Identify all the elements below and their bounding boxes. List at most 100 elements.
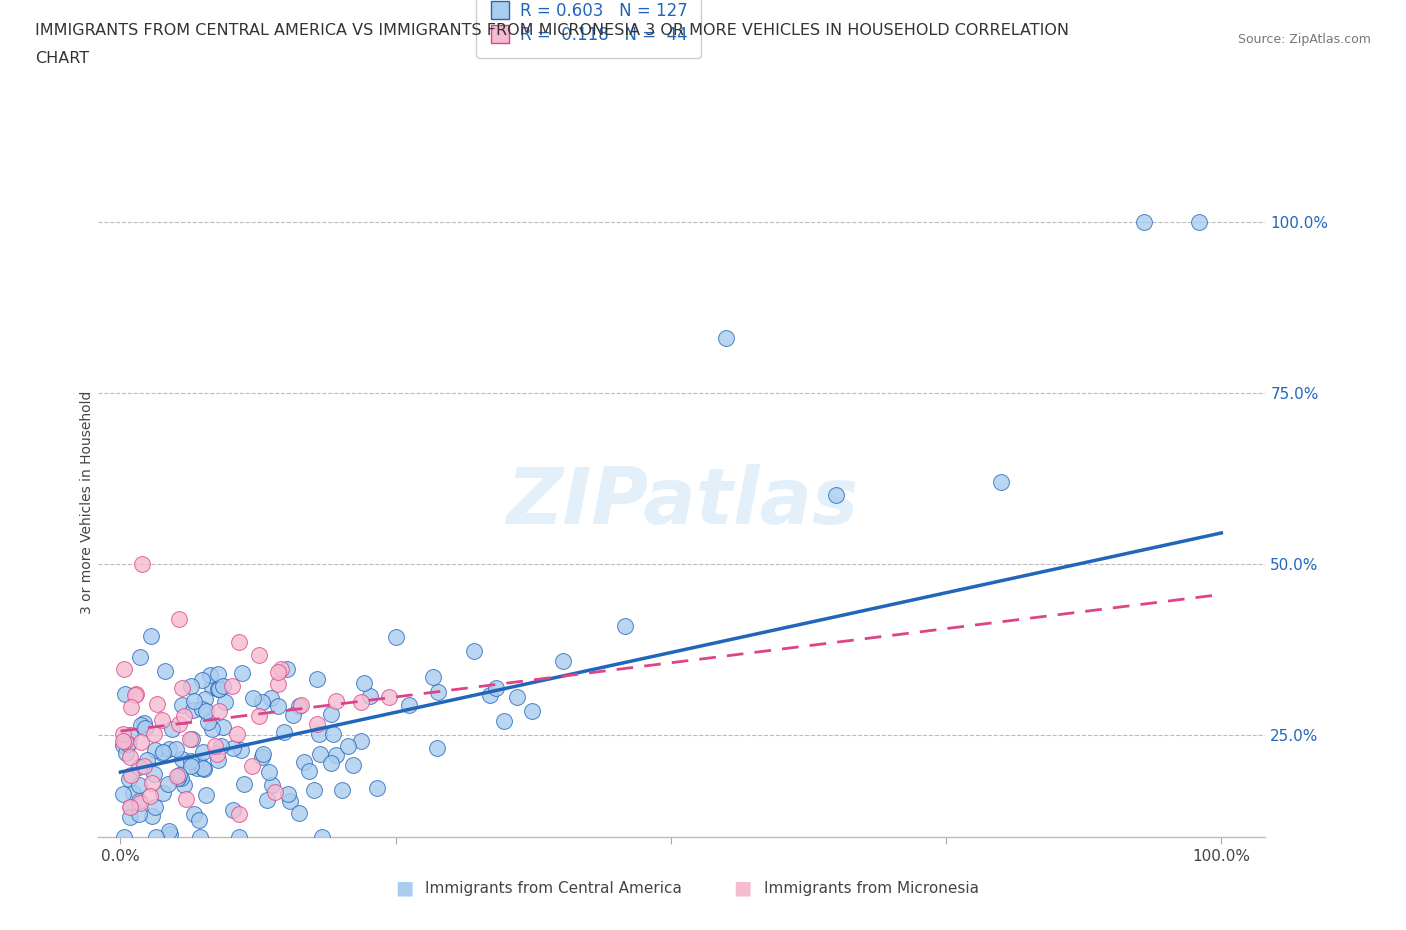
- Point: [242, 690, 264, 705]
- Point: [145, 830, 167, 844]
- Point: [342, 757, 364, 772]
- Point: [188, 758, 211, 773]
- Point: [211, 720, 233, 735]
- Point: [231, 742, 253, 757]
- Point: [180, 753, 202, 768]
- Point: [520, 703, 543, 718]
- Point: [426, 740, 449, 755]
- Point: [190, 673, 212, 688]
- Point: [150, 745, 173, 760]
- Point: [426, 684, 449, 699]
- Point: [120, 767, 142, 782]
- Point: [257, 764, 280, 779]
- Y-axis label: 3 or more Vehicles in Household: 3 or more Vehicles in Household: [80, 391, 94, 614]
- Point: [252, 747, 274, 762]
- Point: [159, 826, 181, 841]
- Point: [273, 724, 295, 739]
- Point: [131, 735, 153, 750]
- Text: ■: ■: [734, 879, 752, 897]
- Point: [191, 745, 214, 760]
- Text: Immigrants from Central America: Immigrants from Central America: [425, 881, 682, 896]
- Point: [250, 695, 273, 710]
- Point: [194, 704, 217, 719]
- Point: [128, 793, 150, 808]
- Point: [191, 760, 214, 775]
- Point: [1188, 215, 1211, 230]
- Point: [302, 783, 325, 798]
- Point: [359, 688, 381, 703]
- Text: IMMIGRANTS FROM CENTRAL AMERICA VS IMMIGRANTS FROM MICRONESIA 3 OR MORE VEHICLES: IMMIGRANTS FROM CENTRAL AMERICA VS IMMIG…: [35, 23, 1069, 38]
- Point: [398, 698, 420, 712]
- Point: [170, 751, 193, 766]
- Point: [198, 668, 221, 683]
- Point: [112, 830, 135, 844]
- Point: [157, 824, 180, 839]
- Point: [204, 738, 226, 753]
- Point: [1133, 215, 1156, 230]
- Point: [181, 732, 204, 747]
- Text: ZIPatlas: ZIPatlas: [506, 464, 858, 540]
- Point: [166, 769, 188, 784]
- Point: [117, 737, 139, 751]
- Point: [350, 694, 373, 709]
- Point: [278, 793, 301, 808]
- Point: [553, 654, 575, 669]
- Point: [613, 619, 636, 634]
- Point: [259, 691, 281, 706]
- Point: [288, 805, 311, 820]
- Point: [146, 697, 169, 711]
- Point: [131, 718, 153, 733]
- Point: [378, 689, 401, 704]
- Point: [188, 830, 211, 844]
- Text: ■: ■: [395, 879, 413, 897]
- Point: [128, 760, 150, 775]
- Point: [226, 726, 249, 741]
- Point: [179, 732, 201, 747]
- Text: CHART: CHART: [35, 51, 89, 66]
- Point: [276, 662, 298, 677]
- Point: [208, 703, 231, 718]
- Point: [353, 675, 375, 690]
- Point: [128, 650, 150, 665]
- Point: [186, 761, 208, 776]
- Point: [195, 788, 218, 803]
- Point: [143, 743, 166, 758]
- Point: [240, 759, 263, 774]
- Point: [505, 690, 527, 705]
- Point: [385, 630, 408, 644]
- Point: [120, 800, 142, 815]
- Point: [231, 665, 253, 680]
- Point: [114, 686, 136, 701]
- Point: [167, 770, 190, 785]
- Point: [325, 694, 347, 709]
- Point: [120, 800, 142, 815]
- Point: [139, 629, 162, 644]
- Point: [222, 740, 245, 755]
- Point: [173, 778, 195, 793]
- Point: [319, 756, 342, 771]
- Point: [485, 681, 508, 696]
- Point: [262, 777, 284, 792]
- Point: [180, 679, 202, 694]
- Point: [152, 786, 174, 801]
- Point: [118, 771, 141, 786]
- Point: [118, 727, 141, 742]
- Point: [492, 713, 515, 728]
- Point: [131, 556, 153, 571]
- Point: [207, 682, 229, 697]
- Point: [114, 734, 136, 749]
- Point: [124, 687, 146, 702]
- Point: [281, 708, 304, 723]
- Point: [194, 692, 217, 707]
- Point: [228, 806, 250, 821]
- Point: [311, 830, 333, 844]
- Point: [125, 686, 148, 701]
- Point: [308, 726, 330, 741]
- Point: [120, 700, 142, 715]
- Point: [209, 738, 232, 753]
- Point: [141, 775, 163, 790]
- Point: [157, 742, 180, 757]
- Point: [330, 782, 353, 797]
- Point: [142, 727, 165, 742]
- Point: [267, 698, 290, 713]
